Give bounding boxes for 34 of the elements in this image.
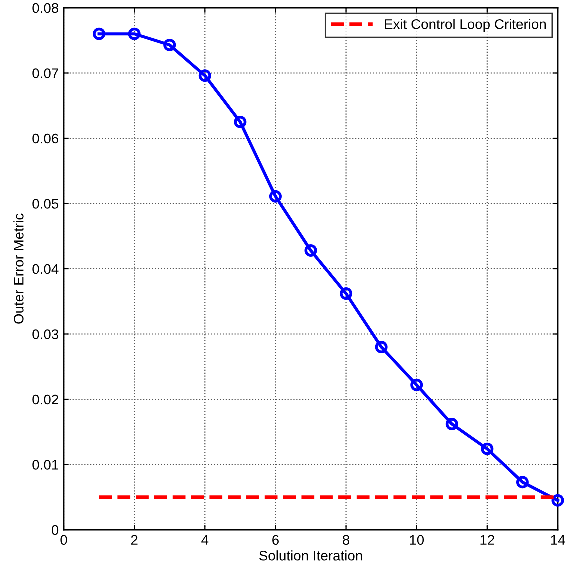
point bbox=[446, 418, 458, 431]
point bbox=[304, 244, 318, 257]
x-tick-label: 10 bbox=[410, 535, 424, 546]
x-tick-label: 8 bbox=[343, 535, 350, 546]
point bbox=[375, 341, 388, 354]
y-tick-label: 0 bbox=[52, 525, 59, 536]
y-tick-label: 0.02 bbox=[32, 394, 58, 405]
point bbox=[93, 28, 106, 40]
point bbox=[552, 494, 564, 507]
x-axis-title: Solution Iteration bbox=[260, 550, 362, 561]
y-tick-label: 0.06 bbox=[32, 134, 59, 144]
y-axis-title: Outer Error Metric bbox=[14, 214, 24, 324]
point bbox=[516, 476, 529, 489]
point bbox=[340, 288, 353, 300]
legend-label: Exit Control Loop Criterion bbox=[385, 19, 546, 32]
y-tick-label: 0.08 bbox=[32, 3, 59, 14]
point bbox=[481, 442, 494, 456]
point bbox=[234, 116, 247, 128]
x-tick-label: 4 bbox=[202, 535, 209, 545]
y-tick-label: 0.04 bbox=[32, 264, 59, 274]
x-tick-label: 6 bbox=[272, 535, 279, 546]
y-tick-label: 0.07 bbox=[32, 68, 58, 78]
point bbox=[128, 28, 141, 40]
point bbox=[269, 190, 282, 203]
x-tick-label: 12 bbox=[480, 535, 494, 545]
y-tick-label: 0.05 bbox=[32, 199, 59, 209]
x-tick-label: 2 bbox=[131, 535, 138, 545]
x-tick-label: 0 bbox=[60, 535, 68, 546]
y-tick-label: 0.01 bbox=[32, 460, 58, 470]
x-tick-label: 14 bbox=[551, 535, 566, 545]
point bbox=[198, 70, 212, 82]
point bbox=[410, 378, 424, 392]
y-tick-label: 0.03 bbox=[32, 330, 59, 340]
point bbox=[164, 38, 176, 52]
